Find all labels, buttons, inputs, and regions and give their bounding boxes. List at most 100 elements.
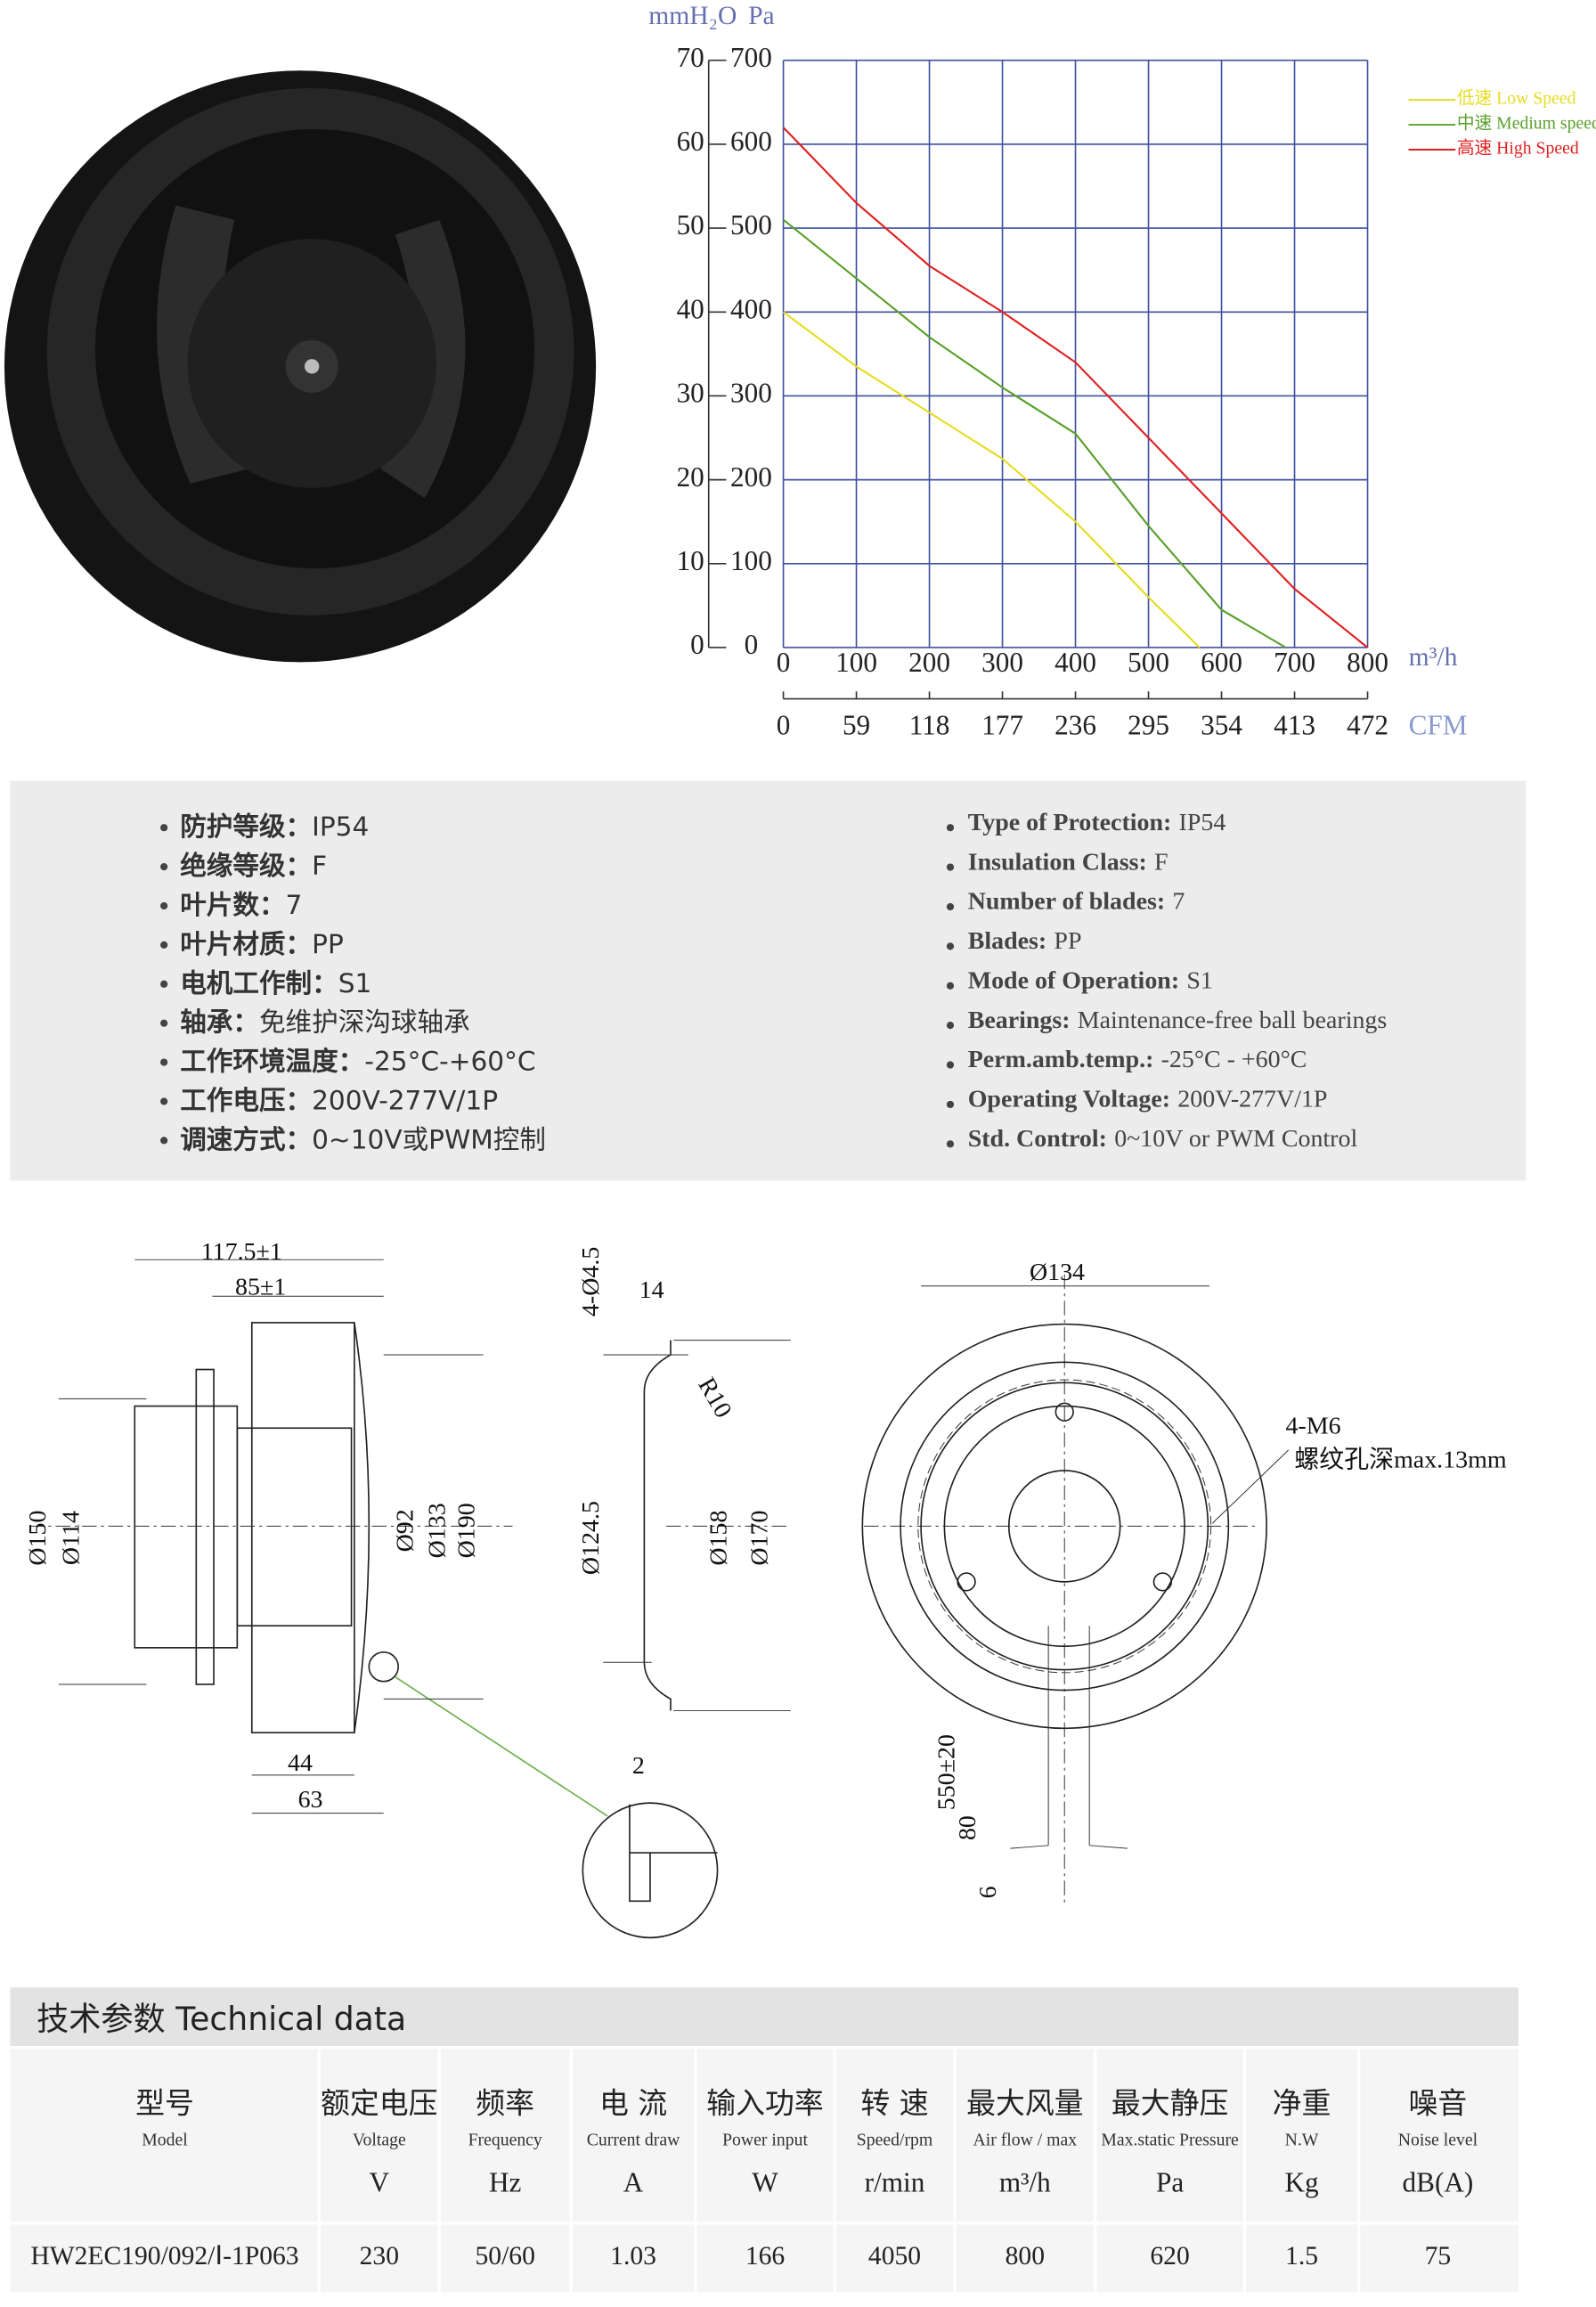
dimension-label: 117.5±1 (201, 1238, 282, 1266)
y2-tick-label: 40 (677, 293, 704, 324)
spec-label: Operating Voltage: (968, 1086, 1170, 1113)
spec-value: S1 (1186, 967, 1213, 995)
spec-label: 电机工作制： (180, 967, 338, 998)
spec-item: 叶片数：7 (180, 889, 302, 919)
spec-item: Perm.amb.temp.: -25°C - +60°C (968, 1047, 1307, 1074)
x-tick-label: 300 (981, 647, 1023, 678)
spec-item: Operating Voltage: 200V-277V/1P (968, 1086, 1328, 1113)
data-line (782, 126, 1369, 648)
bullet (160, 980, 168, 988)
spec-panel (10, 780, 1527, 1181)
bullet (946, 1022, 955, 1030)
spec-value: F (312, 851, 327, 881)
dimension-label: 80 (954, 1815, 981, 1840)
y-tick-label: 200 (730, 461, 772, 493)
fan-photo (4, 70, 597, 663)
column-unit: m³/h (999, 2166, 1051, 2197)
table-cell: 4050 (868, 2242, 921, 2270)
dimension-label: 螺纹孔深max.13mm (1294, 1445, 1507, 1473)
dimension-label: Ø124.5 (577, 1501, 605, 1575)
screw (1054, 1402, 1074, 1422)
legend-label: 高速 High Speed (1457, 139, 1579, 159)
dimension-label: Ø114 (58, 1511, 86, 1565)
side-view-impeller (250, 1322, 355, 1734)
table-cell: 50/60 (476, 2242, 535, 2270)
spec-item: 绝缘等级：F (180, 851, 327, 881)
table-cell: 75 (1425, 2242, 1452, 2270)
spec-value: PP (1054, 927, 1081, 955)
spec-value: 7 (286, 889, 303, 919)
y2-tick-label: 30 (677, 378, 704, 409)
y2-tick-label: 10 (677, 545, 704, 576)
table-cell: 166 (745, 2242, 785, 2270)
dimension-label: Ø92 (391, 1509, 419, 1552)
side-view-flange (195, 1368, 215, 1685)
section-dimensions (603, 1340, 791, 1712)
bullet (946, 824, 955, 832)
y-tick-label: 0 (745, 629, 759, 660)
section-profile (643, 1340, 672, 1711)
x-tick-label: 0 (777, 647, 791, 678)
y-tick-label: 100 (730, 545, 772, 576)
y-tick-label: 300 (730, 378, 772, 409)
spec-label: Insulation Class: (968, 849, 1147, 876)
bullet (160, 1137, 168, 1145)
spec-label: 调速方式： (180, 1124, 312, 1154)
y-tick-label: 600 (730, 126, 772, 157)
dimension-label: 550±20 (933, 1734, 961, 1810)
table-cell: 1.5 (1285, 2242, 1318, 2270)
detail-circle (368, 1651, 399, 1683)
dimension-label: Ø133 (424, 1503, 452, 1558)
y-tick-label: 400 (730, 293, 772, 324)
table-cell: 1.03 (610, 2242, 656, 2270)
column-header: 噪音 (1409, 2085, 1468, 2120)
screw (1152, 1572, 1173, 1592)
column-header: 最大风量 (966, 2085, 1084, 2120)
bullet (160, 862, 168, 871)
column-unit: Pa (1156, 2166, 1184, 2197)
spec-item: Bearings: Maintenance-free ball bearings (968, 1007, 1388, 1034)
column-header: 净重 (1273, 2085, 1331, 2120)
y-tick-label: 700 (730, 42, 772, 73)
x2-tick-label: 472 (1347, 710, 1388, 741)
front-hub (943, 1405, 1185, 1648)
table-cell: 800 (1006, 2242, 1045, 2270)
detail-leader (395, 1676, 608, 1817)
column-header-en: Model (142, 2130, 188, 2149)
column-header-en: N.W (1285, 2130, 1319, 2149)
spec-value: -25°C - +60°C (1161, 1047, 1307, 1074)
spec-label: Bearings: (968, 1007, 1071, 1034)
table-title: 技术参数 Technical data (37, 2000, 406, 2038)
dimension-label: 4-Ø4.5 (577, 1247, 605, 1317)
column-unit: W (752, 2166, 778, 2197)
bullet (946, 1140, 955, 1148)
x2-tick-label: 118 (909, 710, 950, 741)
column-header-en: Frequency (468, 2130, 542, 2149)
y2-tick-label: 70 (677, 42, 704, 73)
spec-item: 电机工作制：S1 (180, 967, 371, 998)
dimension-label: 2 (632, 1752, 645, 1780)
x-tick-label: 600 (1201, 647, 1242, 678)
spec-label: Std. Control: (968, 1125, 1107, 1153)
spec-item: Number of blades: 7 (968, 888, 1185, 916)
spec-label: 轴承： (180, 1007, 259, 1037)
dimension-label: Ø190 (452, 1503, 480, 1558)
table-cell: HW2EC190/092/Ⅰ-1P063 (30, 2242, 298, 2270)
column-header-en: Voltage (353, 2130, 406, 2149)
column-unit: Kg (1284, 2166, 1319, 2197)
bullet (160, 824, 168, 832)
bullet (160, 941, 168, 949)
dimension-label: 44 (288, 1749, 313, 1777)
y2-axis-label: mmH₂O (648, 2, 737, 30)
x-tick-label: 500 (1128, 647, 1169, 678)
dimension-label: 6 (974, 1886, 1002, 1898)
column-header: 电 流 (599, 2085, 667, 2120)
spec-item: Insulation Class: F (968, 849, 1168, 876)
dimension-label: Ø150 (24, 1511, 52, 1566)
spec-item: Type of Protection: IP54 (968, 809, 1226, 836)
column-header-en: Air flow / max (973, 2130, 1077, 2149)
spec-value: 200V-277V/1P (312, 1085, 498, 1115)
spec-label: 绝缘等级： (180, 851, 312, 881)
column-unit: r/min (865, 2166, 925, 2197)
y2-tick-label: 60 (677, 126, 704, 157)
